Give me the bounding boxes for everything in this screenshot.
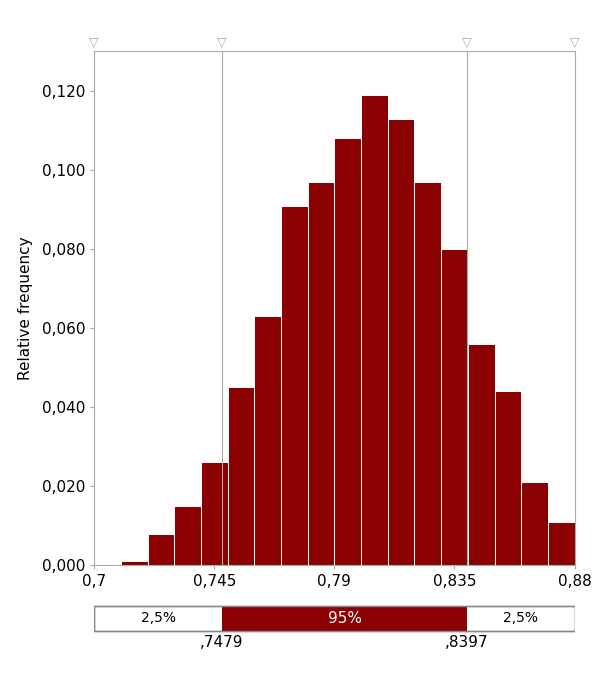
Bar <box>281 206 308 565</box>
Bar <box>388 119 415 565</box>
Text: 95%: 95% <box>328 611 362 625</box>
Bar <box>468 344 494 565</box>
Bar <box>308 182 334 565</box>
Bar <box>361 95 388 565</box>
Text: 2,5%: 2,5% <box>503 611 538 625</box>
Bar <box>521 482 548 565</box>
Bar <box>94 606 575 630</box>
Bar <box>548 522 575 565</box>
Bar <box>148 534 174 565</box>
Text: ▽: ▽ <box>462 36 472 49</box>
Bar <box>222 606 467 630</box>
Text: 2,5%: 2,5% <box>140 611 176 625</box>
Bar <box>575 549 601 565</box>
Bar <box>494 391 521 565</box>
Bar <box>174 506 201 565</box>
Bar <box>415 182 441 565</box>
Bar <box>94 606 575 630</box>
Text: ▽: ▽ <box>570 36 579 49</box>
Bar <box>201 462 227 565</box>
Bar <box>334 138 361 565</box>
Text: ▽: ▽ <box>217 36 227 49</box>
Text: ▽: ▽ <box>89 36 99 49</box>
Y-axis label: Relative frequency: Relative frequency <box>18 236 33 380</box>
Bar <box>121 561 148 565</box>
Text: ,7479: ,7479 <box>200 635 244 650</box>
Text: ,8397: ,8397 <box>445 635 489 650</box>
Bar <box>441 249 468 565</box>
Bar <box>227 387 254 565</box>
Bar <box>254 316 281 565</box>
